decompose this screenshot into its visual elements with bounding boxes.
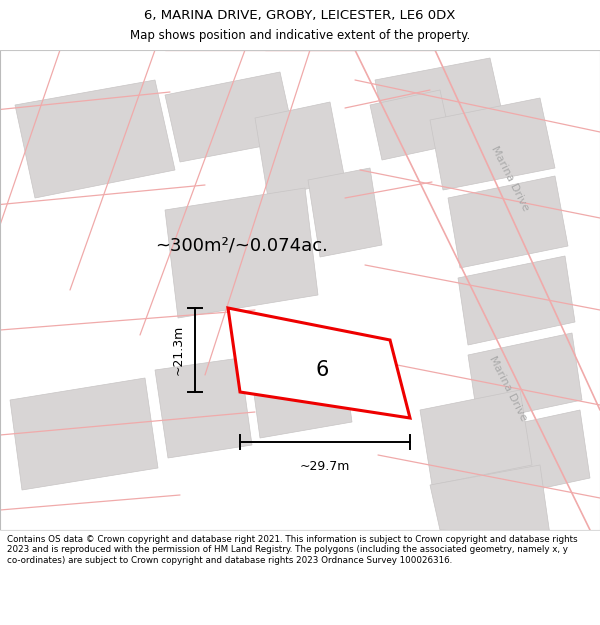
Polygon shape bbox=[370, 90, 452, 160]
Text: ~300m²/~0.074ac.: ~300m²/~0.074ac. bbox=[155, 236, 328, 254]
Text: 6: 6 bbox=[316, 359, 329, 379]
Polygon shape bbox=[10, 378, 158, 490]
Polygon shape bbox=[468, 333, 582, 422]
Text: Map shows position and indicative extent of the property.: Map shows position and indicative extent… bbox=[130, 29, 470, 42]
Polygon shape bbox=[165, 188, 318, 318]
Polygon shape bbox=[420, 390, 532, 485]
Polygon shape bbox=[248, 335, 352, 438]
Polygon shape bbox=[478, 410, 590, 500]
Polygon shape bbox=[15, 80, 175, 198]
Polygon shape bbox=[228, 308, 410, 418]
Polygon shape bbox=[375, 58, 505, 145]
Text: Contains OS data © Crown copyright and database right 2021. This information is : Contains OS data © Crown copyright and d… bbox=[7, 535, 578, 564]
Text: ~21.3m: ~21.3m bbox=[172, 325, 185, 375]
Polygon shape bbox=[430, 465, 550, 535]
Text: ~29.7m: ~29.7m bbox=[300, 460, 350, 473]
Polygon shape bbox=[458, 256, 575, 345]
Polygon shape bbox=[165, 72, 295, 162]
Polygon shape bbox=[430, 98, 555, 190]
Polygon shape bbox=[155, 358, 252, 458]
Text: Marina Drive: Marina Drive bbox=[490, 144, 530, 212]
Polygon shape bbox=[308, 168, 382, 257]
Polygon shape bbox=[448, 176, 568, 268]
Text: Marina Drive: Marina Drive bbox=[487, 354, 529, 422]
Polygon shape bbox=[255, 102, 345, 198]
Text: 6, MARINA DRIVE, GROBY, LEICESTER, LE6 0DX: 6, MARINA DRIVE, GROBY, LEICESTER, LE6 0… bbox=[145, 9, 455, 21]
